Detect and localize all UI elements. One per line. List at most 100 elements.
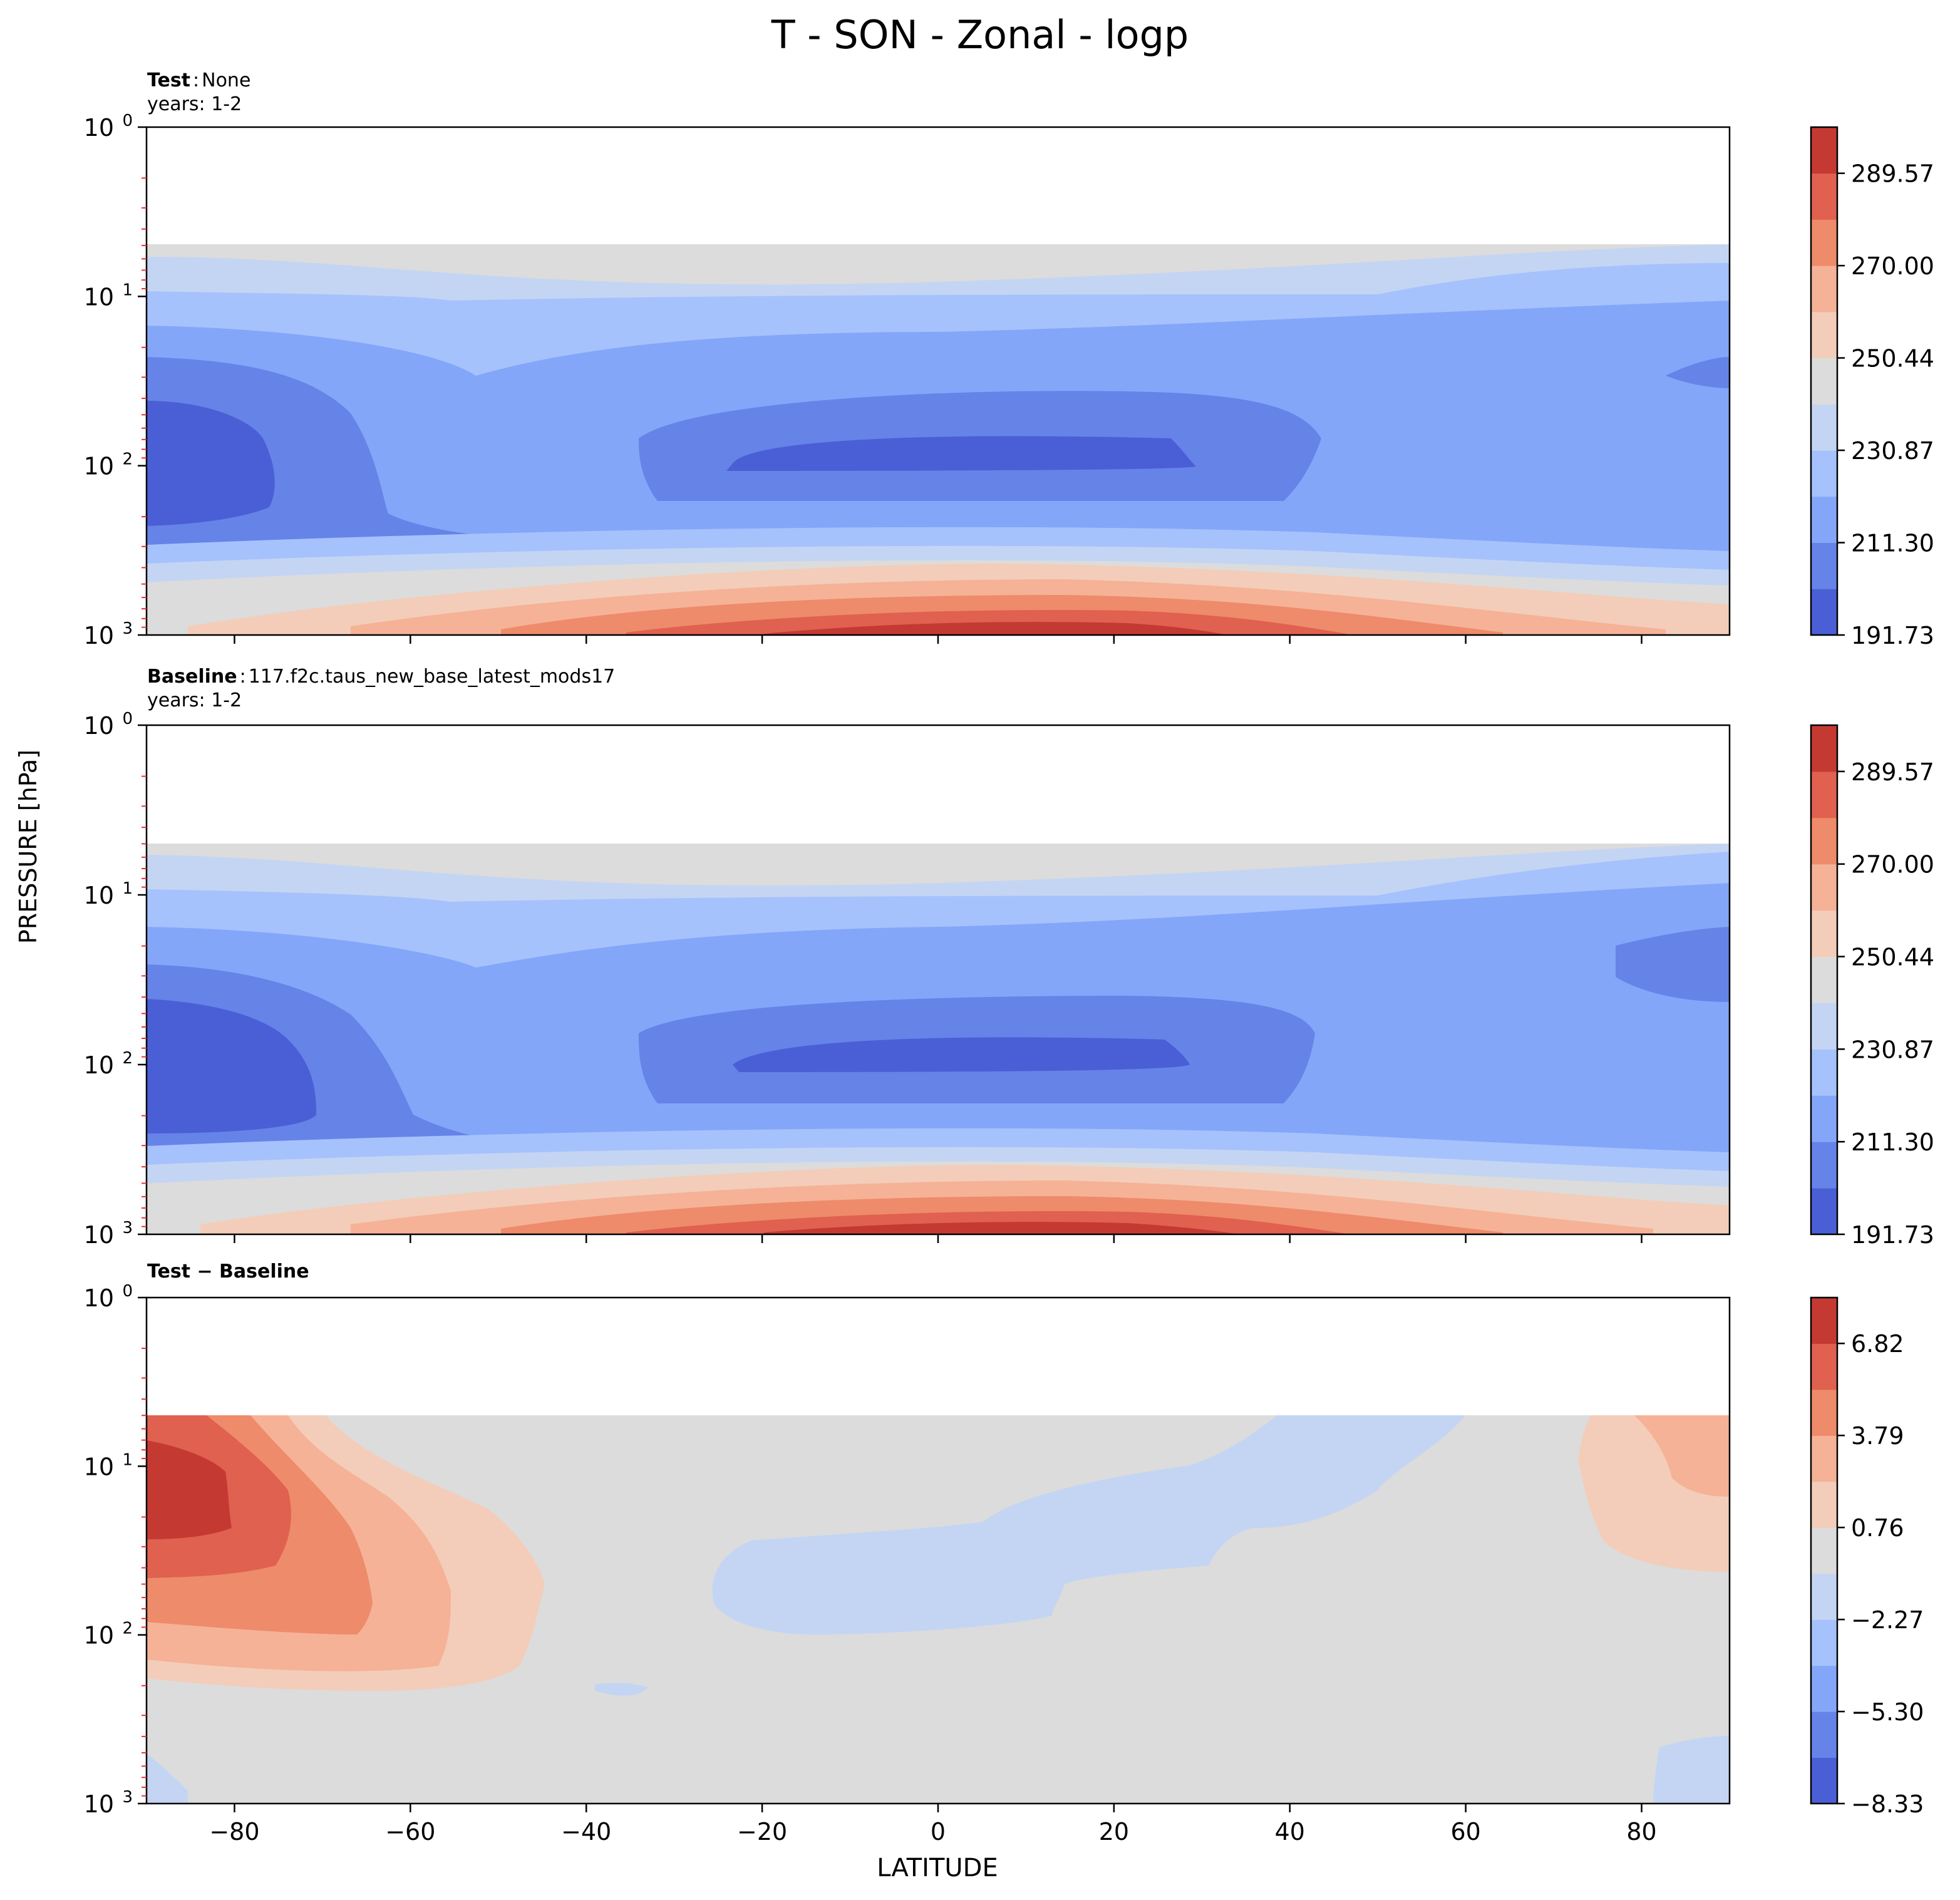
colorbar-band [1811, 1757, 1837, 1804]
colorbar-tick-label: 6.82 [1851, 1330, 1904, 1358]
colorbar-tick-label: 250.44 [1851, 943, 1934, 971]
colorbar-band [1811, 496, 1837, 544]
panel-1-fill-level-0a [147, 401, 275, 526]
colorbar-band [1811, 219, 1837, 266]
panel-1-axes: 10 0 10 1 10 2 10 3 [84, 111, 1731, 649]
colorbar-band [1811, 1188, 1837, 1235]
y-tick-label-exponent: 0 [122, 1282, 133, 1301]
colorbar-tick-label: 211.30 [1851, 1128, 1934, 1156]
panel-3-title-bold: Test − Baseline [147, 1261, 309, 1283]
colorbar-band [1811, 358, 1837, 405]
colorbar-band [1811, 1481, 1837, 1528]
x-tick-label: 80 [1626, 1818, 1656, 1846]
colorbar-tick-label: 289.57 [1851, 160, 1934, 188]
colorbar-tick-label: 230.87 [1851, 1036, 1934, 1063]
colorbar-tick-label: 0.76 [1851, 1514, 1904, 1542]
panel-3-fill-level-8b [1634, 1415, 1730, 1497]
panel-3-fill-level-11 [147, 1440, 232, 1539]
colorbar-tick-label: 270.00 [1851, 252, 1934, 280]
colorbar-band [1811, 1298, 1837, 1344]
x-tick-label: 20 [1099, 1818, 1129, 1846]
colorbar-frame [1810, 724, 1839, 1236]
y-tick-label: 10 [84, 1221, 114, 1249]
y-tick-label-exponent: 3 [122, 1219, 133, 1237]
panel-1-fill-level-10 [764, 622, 1227, 635]
x-tick-label: 0 [931, 1818, 946, 1846]
colorbar-band [1811, 450, 1837, 497]
x-tick-label: −40 [561, 1818, 611, 1846]
panel-2-fill-level-0a [147, 999, 316, 1133]
y-tick-label-exponent: 0 [122, 710, 133, 728]
colorbar-band [1811, 1527, 1837, 1574]
colorbar-band [1811, 1003, 1837, 1050]
colorbar-band [1811, 1049, 1837, 1096]
panel-1-test: 10 0 10 1 10 2 10 3 191.73 211.30 230.87 250.44 270… [84, 111, 1934, 649]
colorbar-band [1811, 404, 1837, 451]
y-tick-label: 10 [84, 1622, 114, 1650]
colorbar-band [1811, 1619, 1837, 1666]
y-tick-label: 10 [84, 1790, 114, 1818]
y-tick-label-exponent: 2 [122, 1619, 133, 1638]
panel-2-title-bold: Baseline [147, 666, 237, 688]
panel-2-fill-level-0b [733, 1037, 1190, 1072]
colorbar-tick-label: 3.79 [1851, 1422, 1904, 1450]
y-tick-label-exponent: 2 [122, 450, 133, 469]
colorbar-band [1811, 266, 1837, 312]
y-tick-label-exponent: 1 [122, 1450, 133, 1469]
panel-3-no-data [147, 1298, 1730, 1415]
panel-1-fill-level-1c [1666, 357, 1730, 388]
panel-2-fill-level-1c [1616, 927, 1730, 1002]
y-tick-label: 10 [84, 622, 114, 649]
colorbar-tick-label: 289.57 [1851, 758, 1934, 786]
y-tick-label: 10 [84, 283, 114, 311]
colorbar-band [1811, 1665, 1837, 1712]
colorbar-band [1811, 910, 1837, 958]
y-tick-label: 10 [84, 114, 114, 142]
colorbar-tick-label: 250.44 [1851, 345, 1934, 373]
colorbar-band [1811, 1142, 1837, 1189]
panel-1-subtitle: years: 1-2 [147, 93, 242, 115]
x-tick-label: 40 [1275, 1818, 1305, 1846]
y-tick-label-exponent: 1 [122, 281, 133, 299]
panel-1-fill-level-0b [726, 436, 1196, 471]
panel-2-title-rest: 117.f2c.taus_new_base_latest_mods17 [248, 666, 616, 688]
panel-2-axes: 10 0 10 1 10 2 10 3 [84, 710, 1731, 1249]
y-tick-label-exponent: 2 [122, 1049, 133, 1068]
colorbar-band [1811, 542, 1837, 589]
panel-1-title-rest: None [202, 70, 251, 91]
colorbar-tick-label: 270.00 [1851, 851, 1934, 879]
y-tick-label: 10 [84, 882, 114, 909]
colorbar-band [1811, 1343, 1837, 1390]
colorbar-band [1811, 589, 1837, 636]
colorbar-band [1811, 127, 1837, 174]
colorbar-tick-label: 211.30 [1851, 530, 1934, 557]
colorbar-tick-label: −2.27 [1851, 1606, 1924, 1634]
colorbar-band [1811, 725, 1837, 772]
colorbar-band [1811, 1573, 1837, 1620]
colorbar-tick-label: 191.73 [1851, 1221, 1934, 1249]
y-tick-label: 10 [84, 1051, 114, 1079]
y-tick-label: 10 [84, 1284, 114, 1312]
colorbar-band [1811, 771, 1837, 818]
x-axis-label: LATITUDE [877, 1854, 998, 1882]
panel-3-title: Test − Baseline [147, 1260, 309, 1284]
y-tick-label-exponent: 3 [122, 619, 133, 638]
colorbar-tick-label: −5.30 [1851, 1698, 1924, 1726]
x-tick-label: −60 [385, 1818, 435, 1846]
panel-3-fill-level-5d [147, 1753, 188, 1804]
x-tick-label: 60 [1450, 1818, 1480, 1846]
colorbar-band [1811, 956, 1837, 1003]
colorbar-band [1811, 1712, 1837, 1758]
y-tick-label: 10 [84, 712, 114, 740]
panel-3-fill-level-5b [595, 1683, 648, 1696]
colorbar-band [1811, 173, 1837, 220]
x-tick-label: −20 [737, 1818, 787, 1846]
y-tick-label: 10 [84, 453, 114, 480]
panel-1-title-bold: Test [147, 70, 191, 91]
colorbar-tick-label: 230.87 [1851, 437, 1934, 465]
colorbar-band [1811, 817, 1837, 865]
y-tick-label-exponent: 0 [122, 111, 133, 130]
figure-title: T - SON - Zonal - logp [771, 12, 1189, 58]
